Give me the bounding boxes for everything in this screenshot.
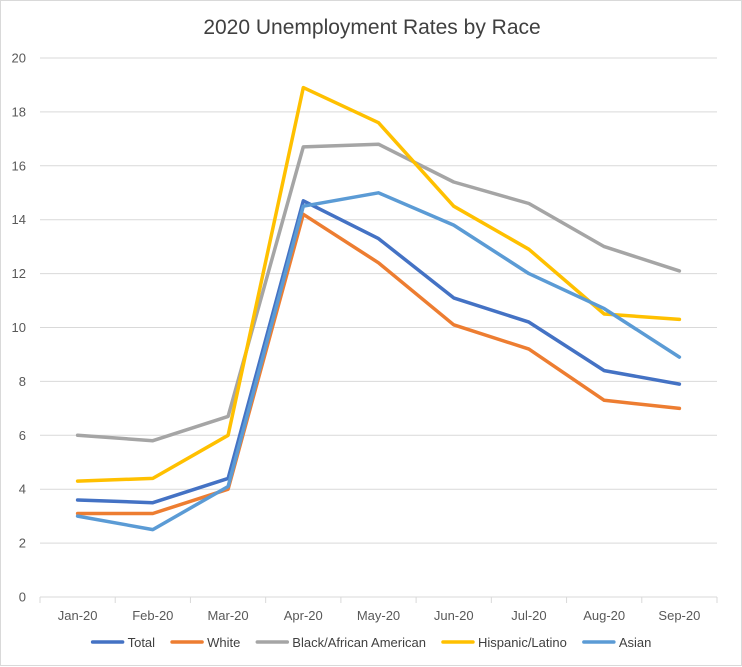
y-tick-label: 8 — [19, 374, 26, 389]
y-tick-label: 16 — [12, 158, 26, 173]
y-tick-label: 10 — [12, 320, 26, 335]
x-tick-label: Jan-20 — [58, 608, 98, 623]
x-axis-ticks: Jan-20 Feb-20 Mar-20 Apr-20 May-20 Jun-20 Jul-… — [39, 597, 718, 623]
series-line-white — [75, 212, 682, 516]
legend-label: Black/African American — [292, 635, 426, 650]
gridlines — [40, 57, 717, 598]
y-tick-label: 14 — [12, 212, 26, 227]
x-tick-label: Apr-20 — [284, 608, 323, 623]
y-tick-label: 0 — [19, 590, 26, 605]
x-tick-label: Sep-20 — [658, 608, 700, 623]
series-line-black-african-american — [75, 142, 682, 443]
y-tick-label: 6 — [19, 428, 26, 443]
y-tick-label: 18 — [12, 104, 26, 119]
legend-label: Total — [128, 635, 156, 650]
x-tick-label: Aug-20 — [583, 608, 625, 623]
series-line-asian — [75, 191, 682, 532]
y-tick-label: 12 — [12, 266, 26, 281]
y-tick-label: 20 — [12, 51, 26, 66]
legend-label: White — [207, 635, 240, 650]
x-tick-label: Jun-20 — [434, 608, 474, 623]
y-axis-ticks: 0 2 4 6 8 10 12 14 16 18 20 — [12, 51, 26, 605]
legend-label: Asian — [619, 635, 652, 650]
x-tick-label: Mar-20 — [207, 608, 248, 623]
chart-title: 2020 Unemployment Rates by Race — [203, 16, 540, 39]
x-tick-label: Jul-20 — [511, 608, 546, 623]
y-tick-label: 4 — [19, 482, 26, 497]
y-tick-label: 2 — [19, 536, 26, 551]
series-line-total — [75, 199, 682, 505]
x-tick-label: May-20 — [357, 608, 400, 623]
x-tick-label: Feb-20 — [132, 608, 173, 623]
legend-label: Hispanic/Latino — [478, 635, 567, 650]
series-lines — [75, 85, 682, 532]
legend: Total White Black/African American Hispanic… — [90, 635, 652, 650]
series-line-hispanic-latino — [75, 85, 682, 483]
